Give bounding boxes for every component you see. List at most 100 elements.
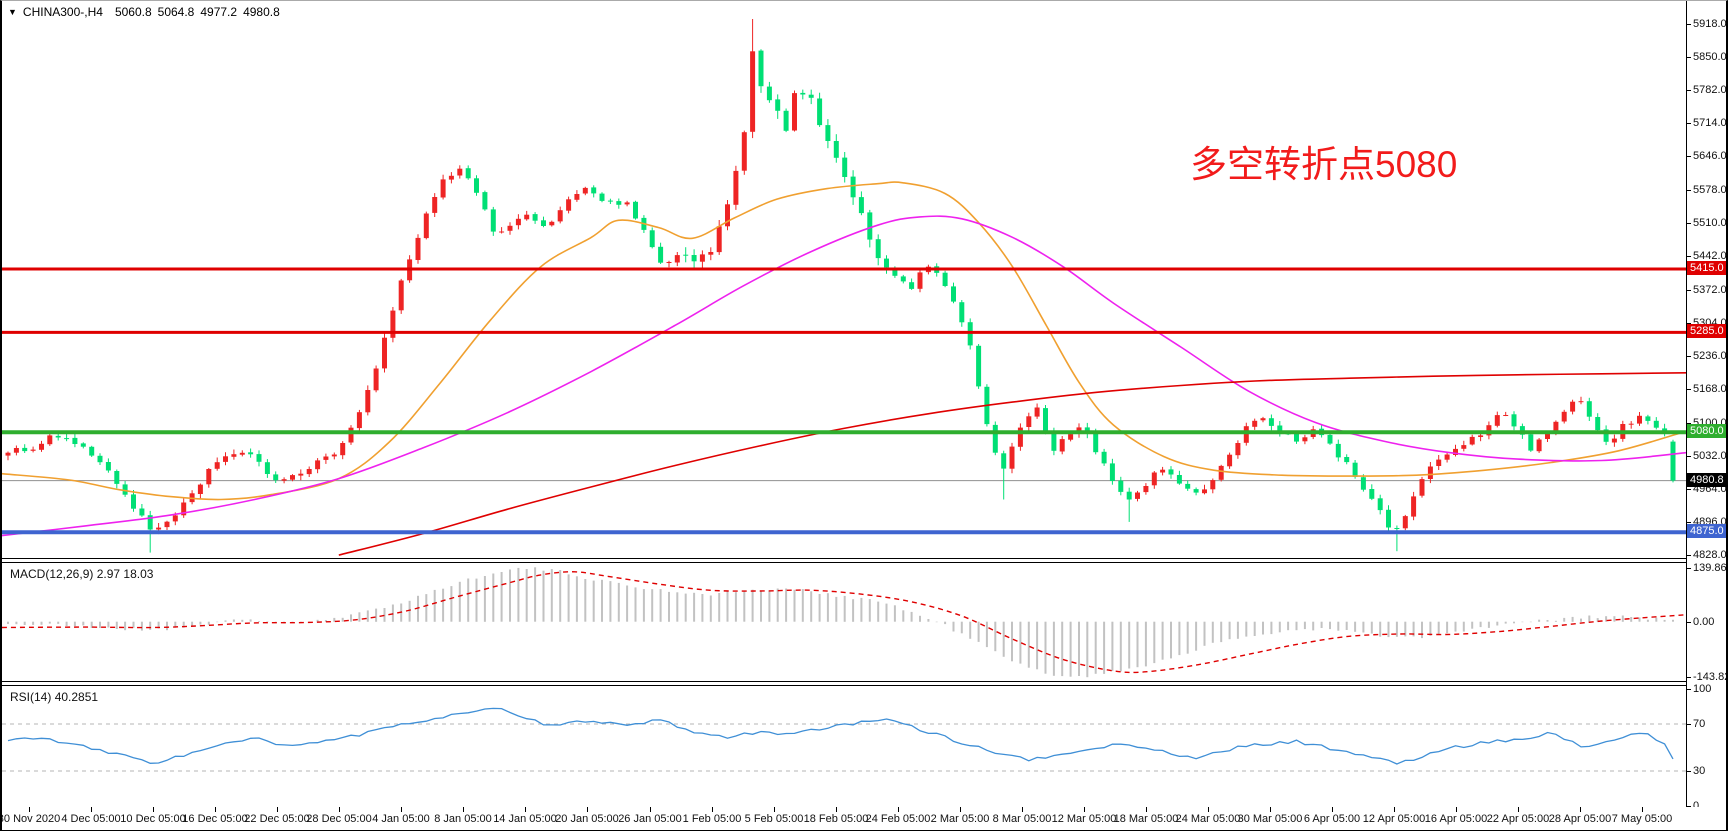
macd-histogram-bar	[592, 580, 595, 622]
candle	[1227, 452, 1233, 469]
macd-histogram-bar	[852, 599, 855, 622]
candle	[1570, 399, 1576, 415]
candle	[1503, 411, 1509, 417]
macd-histogram-bar	[726, 591, 729, 622]
macd-histogram-bar	[960, 621, 963, 634]
macd-histogram-bar	[483, 576, 486, 622]
time-axis-tick	[1642, 807, 1643, 812]
candle	[448, 172, 454, 184]
candle	[13, 445, 19, 456]
time-axis-tick	[774, 807, 775, 812]
candle	[850, 170, 856, 205]
axis-tick	[1686, 123, 1691, 124]
candle	[114, 469, 120, 489]
macd-histogram-bar	[609, 581, 612, 622]
time-tick-label: 28 Apr 05:00	[1548, 813, 1612, 825]
macd-histogram-bar	[258, 621, 260, 622]
candle	[223, 452, 228, 466]
low-value: 4977.2	[200, 5, 238, 19]
macd-histogram-bar	[1395, 621, 1398, 637]
price-tick-label: 5168.0	[1693, 383, 1727, 395]
candle	[1453, 444, 1458, 457]
macd-signal-line	[2, 571, 1686, 674]
axis-tick	[1686, 57, 1691, 58]
macd-histogram-bar	[1471, 621, 1474, 629]
time-axis[interactable]: 30 Nov 2020 4 Dec 05:00 10 Dec 05:00 16 Dec…	[2, 807, 1726, 830]
candle	[474, 175, 479, 196]
macd-histogram-bar	[115, 621, 118, 629]
macd-histogram-bar	[191, 621, 194, 626]
symbol-label: CHINA300-,H4	[22, 5, 103, 19]
macd-histogram-bar	[90, 621, 93, 628]
candle	[1369, 484, 1375, 501]
candle	[1335, 439, 1341, 462]
macd-histogram-bar	[559, 570, 562, 622]
macd-histogram-bar	[333, 617, 336, 622]
macd-histogram-bar	[124, 621, 127, 631]
candle	[30, 446, 36, 453]
macd-histogram-bar	[785, 588, 788, 622]
candle	[507, 222, 513, 235]
time-axis-tick	[153, 807, 154, 812]
macd-histogram-bar	[216, 621, 219, 623]
rsi-canvas[interactable]	[2, 686, 1686, 807]
macd-canvas[interactable]	[2, 563, 1686, 681]
macd-histogram-bar	[634, 587, 637, 622]
candle	[574, 190, 580, 202]
price-tick-label: 5578.0	[1693, 184, 1727, 196]
candle	[1427, 462, 1433, 484]
candle	[139, 504, 145, 517]
candle	[490, 206, 496, 236]
macd-histogram-bar	[341, 617, 344, 622]
candle	[164, 520, 170, 530]
candle	[181, 498, 187, 518]
macd-histogram-bar	[1580, 618, 1582, 622]
macd-histogram-bar	[1211, 621, 1214, 643]
macd-histogram-bar	[82, 621, 85, 626]
chevron-down-icon[interactable]: ▼	[8, 7, 17, 17]
time-tick-label: 24 Mar 05:00	[1175, 813, 1241, 825]
candle	[1126, 487, 1132, 522]
candle	[1268, 414, 1274, 431]
macd-histogram-bar	[1236, 621, 1239, 639]
macd-histogram-bar	[684, 593, 687, 622]
macd-histogram-bar	[48, 621, 51, 624]
price-tick-label: 5850.0	[1693, 51, 1727, 63]
candle	[340, 441, 346, 460]
axis-tick	[1686, 689, 1691, 690]
candle	[214, 457, 220, 471]
main-chart-canvas[interactable]	[2, 1, 1686, 558]
candle	[1578, 396, 1584, 405]
candle	[105, 458, 111, 473]
rsi-tick-label: 0	[1693, 800, 1700, 812]
axis-tick	[1686, 389, 1691, 390]
level-price-label: 5285.0	[1687, 324, 1726, 338]
time-axis-tick	[463, 807, 464, 812]
candle	[599, 192, 605, 203]
price-tick-label: 5782.0	[1693, 84, 1727, 96]
candle	[951, 282, 956, 304]
candle	[1411, 491, 1417, 521]
macd-label: MACD(12,26,9) 2.97 18.03	[10, 567, 154, 581]
candle	[1444, 452, 1450, 463]
high-value: 5064.8	[157, 5, 195, 19]
macd-histogram-bar	[1613, 616, 1616, 622]
candle	[875, 234, 881, 266]
time-axis-tick	[1270, 807, 1271, 812]
candle	[783, 108, 789, 133]
macd-histogram-bar	[458, 581, 461, 622]
price-axis[interactable]: 5918.0 5850.0 5782.0 5714.0 5646.0 5578.0 5510…	[1686, 1, 1727, 812]
candle	[884, 255, 889, 274]
ma-slow-red	[338, 372, 1686, 556]
time-axis-tick	[215, 807, 216, 812]
macd-histogram-bar	[375, 608, 378, 622]
macd-histogram-bar	[450, 586, 453, 622]
candle	[917, 267, 923, 293]
macd-main-value: 2.97	[96, 567, 121, 581]
time-tick-label: 8 Jan 05:00	[434, 813, 492, 825]
macd-tick-label: 0.00	[1693, 616, 1715, 628]
candle	[900, 274, 906, 284]
macd-histogram-bar	[241, 619, 244, 622]
macd-histogram-bar	[893, 605, 896, 622]
macd-signal-value: 18.03	[123, 567, 154, 581]
